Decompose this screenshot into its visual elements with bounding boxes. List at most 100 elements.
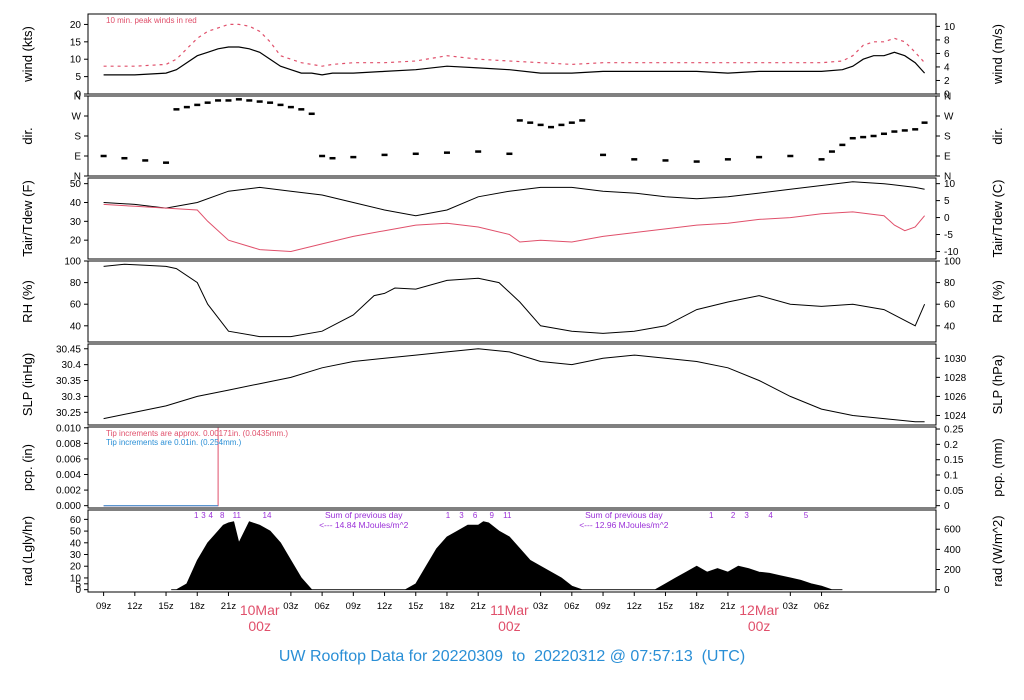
y-right-tick-label: -10 <box>944 247 959 258</box>
x-tick-label: 03z <box>283 601 299 612</box>
y-tick-label: 0.008 <box>56 439 81 450</box>
y-right-tick-label: 0.15 <box>944 455 964 466</box>
y-tick-label: 60 <box>70 300 82 311</box>
air-temp-line <box>103 181 925 217</box>
y-axis-label: wind (kts) <box>20 26 35 83</box>
peak-wind-line <box>103 23 926 67</box>
radiation-sum-note: <--- 14.84 MJoules/m^2 <box>319 520 409 530</box>
y-right-tick-label: 0 <box>944 585 950 596</box>
y-tick-label: 50 <box>70 527 82 538</box>
y-tick-label: 30.25 <box>56 408 81 419</box>
x-tick-label: 03z <box>783 601 799 612</box>
x-tick-label: 15z <box>408 601 424 612</box>
y-right-tick-label: 80 <box>944 278 956 289</box>
radiation-hour-mark: 2 <box>731 511 736 520</box>
y-right-tick-label: 400 <box>944 545 961 556</box>
y-right-tick-label: -5 <box>944 230 953 241</box>
y-right-tick-label: 0 <box>944 213 950 224</box>
panel-frame <box>87 13 937 95</box>
radiation-hour-mark: 1 <box>446 511 451 520</box>
y-axis-label: RH (%) <box>20 280 35 323</box>
panel-frame <box>87 95 937 177</box>
x-tick-label: 18z <box>689 601 705 612</box>
panel-frame <box>87 177 937 260</box>
y-right-tick-label: 0.1 <box>944 470 958 481</box>
y-tick-label: 10 <box>70 573 82 584</box>
y-right-tick-label: 5 <box>944 196 950 207</box>
y-tick-label: 30 <box>70 550 82 561</box>
y-right-tick-label: N <box>944 172 951 183</box>
y-tick-label: E <box>74 152 81 163</box>
x-tick-label: 21z <box>221 601 237 612</box>
y-tick-label: N <box>74 92 81 103</box>
title-prefix: UW Rooftop Data for 20220309 <box>278 648 503 665</box>
y-right-tick-label: 40 <box>944 321 956 332</box>
y-right-tick-label: 100 <box>944 257 961 268</box>
radiation-hour-mark: 3 <box>201 511 206 520</box>
panel-wind: 0 5 10 15 20 0 2 4 6 8 10 wind (kts) wind (m/s) 10 mi… <box>20 13 1005 101</box>
y-right-tick-label: 0.25 <box>944 425 964 436</box>
y-right-tick-label: 10 <box>944 179 956 190</box>
y-axis-label-right: RH (%) <box>990 280 1005 323</box>
y-tick-label: 5 <box>75 72 81 83</box>
radiation-hour-mark: 3 <box>459 511 464 520</box>
y-axis-label-right: Tair/Tdew (C) <box>990 179 1005 257</box>
radiation-hour-mark: 4 <box>768 511 773 520</box>
y-tick-label: N <box>74 172 81 183</box>
y-tick-label: 30.45 <box>56 344 81 355</box>
day-label-time: 00z <box>248 618 271 634</box>
y-right-tick-label: 8 <box>944 35 950 46</box>
x-tick-label: 06z <box>314 601 330 612</box>
y-tick-label: 40 <box>70 321 82 332</box>
y-right-tick-label: 6 <box>944 49 950 60</box>
y-tick-label: 30.3 <box>62 392 82 403</box>
radiation-hour-mark: 1 <box>709 511 714 520</box>
y-right-tick-label: 0.05 <box>944 486 964 497</box>
x-tick-label: 06z <box>564 601 580 612</box>
y-tick-label: 0.004 <box>56 470 81 481</box>
y-tick-label: 100 <box>64 257 81 268</box>
y-right-tick-label: 600 <box>944 525 961 536</box>
panel-temp: 20 30 40 50 -10 -5 0 5 10 Tair/Tdew (F) Tair/Tdew … <box>20 177 1005 260</box>
y-tick-label: 60 <box>70 515 82 526</box>
y-tick-label: 80 <box>70 278 82 289</box>
y-tick-label: W <box>72 112 82 123</box>
radiation-hour-mark: 11 <box>233 511 242 520</box>
panel-frame <box>87 343 937 426</box>
y-tick-label: 0.002 <box>56 486 81 497</box>
radiation-hour-mark: 11 <box>503 511 512 520</box>
y-axis-label-right: pcp. (mm) <box>990 438 1005 497</box>
radiation-hour-mark: 8 <box>220 511 225 520</box>
tip-note-approx: Tip increments are approx. 0.00171in. (0… <box>106 429 288 438</box>
tip-note-exact: Tip increments are 0.01in. (0.254mm.) <box>106 438 242 447</box>
x-tick-label: 03z <box>533 601 549 612</box>
y-tick-label: S <box>74 132 81 143</box>
y-right-tick-label: E <box>944 152 951 163</box>
y-right-tick-label: 200 <box>944 565 961 576</box>
panel-slp: 30.25 30.3 30.35 30.4 30.45 1024 1026 1028 1030 S… <box>20 343 1005 426</box>
y-right-tick-label: 10 <box>944 22 956 33</box>
x-tick-label: 12z <box>627 601 643 612</box>
y-axis-label: pcp. (in) <box>20 444 35 491</box>
title-suffix: 20220312 @ 07:57:13 (UTC) <box>534 648 746 665</box>
page-title: UW Rooftop Data for 20220309 to 20220312… <box>0 648 1024 666</box>
y-right-tick-label: 1026 <box>944 392 967 403</box>
radiation-sum-note: Sum of previous day <box>325 510 403 520</box>
panel-frame <box>87 509 937 593</box>
y-right-tick-label: W <box>944 112 954 123</box>
y-axis-label-right: SLP (hPa) <box>990 355 1005 415</box>
panel-frame <box>87 260 937 343</box>
y-tick-label: 15 <box>70 37 82 48</box>
y-tick-label: 10 <box>70 55 82 66</box>
x-tick-label: 09z <box>96 601 112 612</box>
y-tick-label: 0.000 <box>56 501 81 512</box>
y-right-tick-label: 1030 <box>944 354 967 365</box>
y-axis-label-right: dir. <box>990 127 1005 144</box>
y-tick-label: 0.006 <box>56 454 81 465</box>
day-label-time: 00z <box>498 618 521 634</box>
day-label: 10Mar <box>240 602 280 618</box>
x-tick-label: 15z <box>158 601 174 612</box>
